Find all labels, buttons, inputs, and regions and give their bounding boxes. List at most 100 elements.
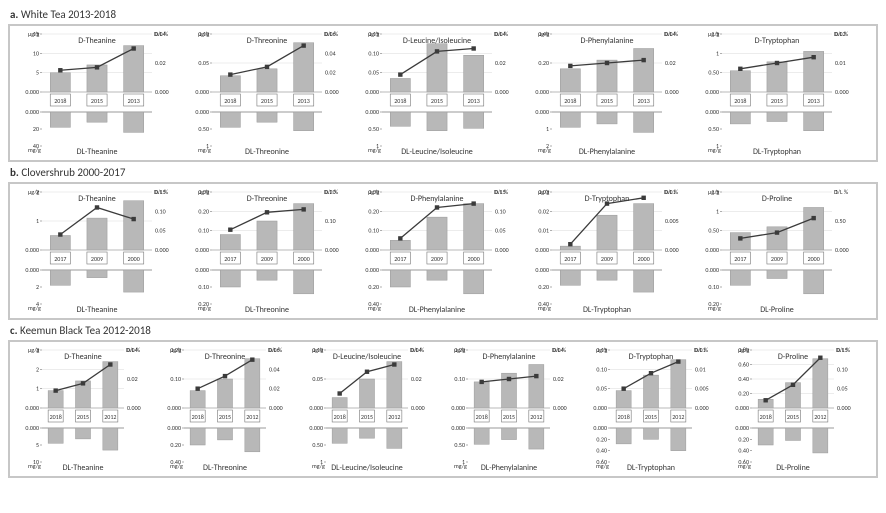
svg-text:mg/g: mg/g [368,304,381,312]
ratio-marker [479,380,483,384]
svg-text:0.000: 0.000 [365,108,379,116]
svg-text:0.000: 0.000 [535,108,549,116]
year-label: 2015 [91,97,103,105]
ratio-marker [250,357,254,361]
svg-text:0.02: 0.02 [665,59,676,67]
ratio-marker [228,228,232,232]
top-bar [50,73,70,92]
svg-text:0.50: 0.50 [708,125,719,133]
section-name: White Tea 2013-2018 [21,8,116,21]
ratio-marker [365,370,369,374]
svg-text:0.10: 0.10 [325,217,336,225]
bottom-bar [75,428,90,439]
section-c: c. Keemun Black Tea 2012-20180.0001230.0… [8,324,878,478]
svg-text:mg/g: mg/g [28,304,41,312]
svg-text:0.000: 0.000 [155,246,169,254]
top-bar [390,240,410,250]
mini-chart: 0.0000.010.020.030.0000.0050.01µg/gD/L %… [524,188,688,316]
ratio-marker [301,43,305,47]
svg-text:0.000: 0.000 [451,404,465,412]
bottom-bar [758,428,773,445]
svg-text:0.10: 0.10 [368,227,379,235]
svg-text:mg/g: mg/g [454,462,467,470]
ratio-marker [471,201,475,205]
bottom-bar [767,112,787,122]
svg-text:0.20: 0.20 [170,441,181,449]
mini-chart: 0.0000.050.100.150.0000.0050.010.01µg/gD… [582,346,718,474]
svg-text:0.20: 0.20 [368,283,379,291]
bottom-bar [387,428,402,448]
svg-text:0.05: 0.05 [837,385,848,393]
ratio-marker [605,201,609,205]
svg-text:µg/g: µg/g [368,30,380,38]
chart-top-title: D-Theanine [78,194,116,204]
svg-text:0.10: 0.10 [495,207,506,215]
svg-text:µg/g: µg/g [198,30,210,38]
year-label: 2018 [618,413,630,421]
bottom-bar [245,428,260,452]
bottom-bar [48,428,63,443]
year-label: 2013 [128,97,140,105]
top-bar [634,204,654,250]
year-label: 2017 [564,255,576,263]
svg-text:µg/g: µg/g [28,30,40,38]
top-bar [634,49,654,93]
svg-text:10: 10 [33,49,39,57]
svg-text:µg/g: µg/g [708,30,720,38]
svg-text:0.000: 0.000 [25,108,39,116]
svg-text:D/L %: D/L % [324,30,339,38]
ratio-marker [507,377,511,381]
chart-bottom-title: DL-Threonine [245,147,289,157]
svg-text:0.000: 0.000 [665,246,679,254]
svg-text:0.05: 0.05 [198,59,209,67]
svg-text:0.000: 0.000 [705,108,719,116]
svg-text:0.000: 0.000 [195,108,209,116]
ratio-marker [676,359,680,363]
ratio-marker [301,207,305,211]
section-prefix: b. [10,166,19,179]
mini-chart: 0.0000.050.100.0000.020.04µg/gD/L %D-Leu… [298,346,434,474]
svg-text:0.50: 0.50 [368,125,379,133]
chart-bottom-title: DL-Theanine [63,463,104,473]
svg-text:0.000: 0.000 [25,88,39,96]
ratio-marker [95,65,99,69]
bottom-bar [124,112,144,132]
bottom-bar [597,112,617,124]
top-bar [730,233,750,250]
svg-text:0.02: 0.02 [495,59,506,67]
svg-text:D/L %: D/L % [126,346,141,354]
section-a: a. White Tea 2013-20180.000510150.0000.0… [8,8,878,162]
ratio-marker [337,391,341,395]
bottom-bar [427,270,447,280]
bottom-bar [464,270,484,294]
svg-text:0.10: 0.10 [368,49,379,57]
top-bar [190,391,205,408]
chart-bottom-title: DL-Phenylalanine [409,305,465,315]
top-bar [124,201,144,250]
svg-text:mg/g: mg/g [538,304,551,312]
svg-text:0.50: 0.50 [708,227,719,235]
year-label: 2018 [192,413,204,421]
ratio-marker [228,72,232,76]
svg-text:0.000: 0.000 [735,424,749,432]
ratio-marker [58,232,62,236]
svg-text:0.000: 0.000 [25,404,39,412]
mini-chart: 0.000510150.0000.020.04µg/gD/L %D-Theani… [14,30,178,158]
section-b: b. Clovershrub 2000-2017 0.000120.0000.05… [8,166,878,320]
panel-box: 0.000120.0000.050.100.15µg/gD/L %D-Thean… [8,182,878,320]
bottom-bar [474,428,489,444]
section-name: Clovershrub 2000-2017 [21,166,125,179]
chart-top-title: D-Proline [778,352,808,362]
svg-text:0.04: 0.04 [325,49,336,57]
svg-text:0.10: 0.10 [198,227,209,235]
year-label: 2018 [476,413,488,421]
mini-chart: 0.0001230.0000.020.04µg/gD/L %D-Theanine… [14,346,150,474]
svg-text:mg/g: mg/g [198,304,211,312]
svg-text:0.000: 0.000 [411,404,425,412]
chart-bottom-title: DL-Tryptophan [753,147,801,157]
year-label: 2017 [394,255,406,263]
year-label: 2009 [771,255,783,263]
svg-text:0.20: 0.20 [198,207,209,215]
bottom-bar [427,112,447,131]
bottom-bar [359,428,374,438]
